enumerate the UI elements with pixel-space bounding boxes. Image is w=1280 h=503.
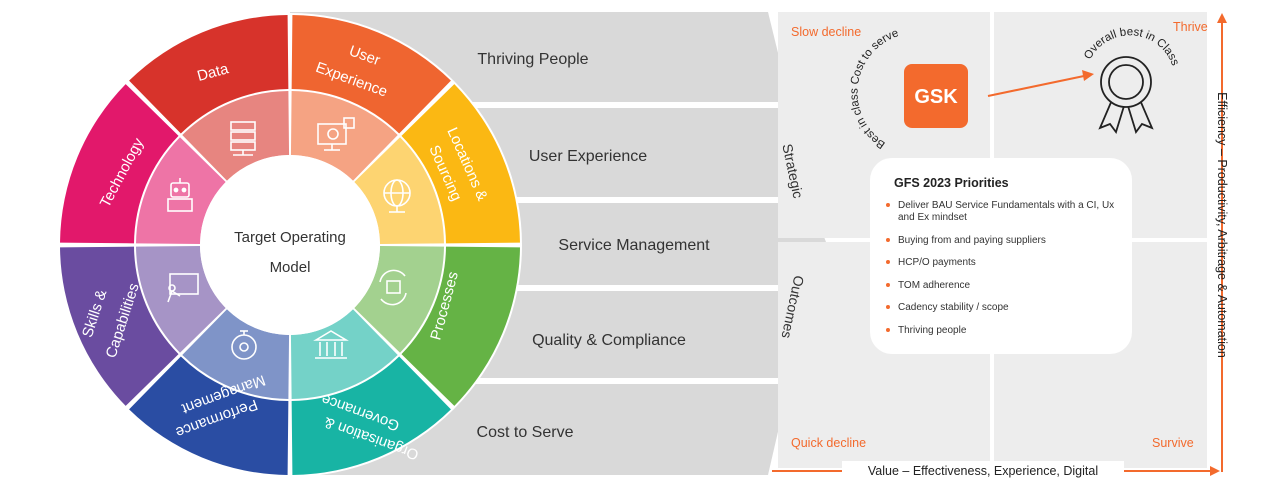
bank-icon — [313, 330, 349, 359]
robot-icon — [167, 178, 193, 212]
priorities-card: GFS 2023 Priorities Deliver BAU Service … — [870, 158, 1132, 354]
gsk-logo — [904, 64, 968, 128]
gsk-to-award-arrowhead — [1082, 70, 1094, 81]
priority-item: Buying from and paying suppliers — [886, 235, 1122, 247]
priority-item: Thriving people — [886, 325, 1122, 337]
inner-segment-processes — [354, 245, 444, 353]
band-label-thriving-people: Thriving People — [477, 51, 588, 68]
globe-icon — [383, 179, 411, 213]
matrix-label-thrive: Thrive — [1173, 20, 1208, 34]
matrix-x-axis-label: Value – Effectiveness, Experience, Digit… — [842, 461, 1124, 481]
inner-segment-locations — [354, 137, 444, 245]
outer-segment-org — [291, 356, 451, 475]
matrix-label-quick-decline: Quick decline — [791, 436, 867, 450]
wheel-center-title-line1: Target Operating — [234, 229, 346, 246]
wheel-inner-ring — [136, 91, 444, 399]
band-label-service-management: Service Management — [558, 237, 710, 254]
band-label-user-experience: User Experience — [529, 148, 647, 165]
stopwatch-icon — [231, 330, 257, 360]
band-label-quality-compliance: Quality & Compliance — [532, 332, 686, 349]
monitor-icon — [317, 117, 355, 151]
outer-segment-locations — [401, 84, 520, 244]
gsk-to-award-arrow — [987, 75, 1085, 97]
matrix-label-survive: Survive — [1152, 436, 1194, 450]
wheel-center — [200, 155, 380, 335]
outer-segment-perf — [129, 356, 289, 475]
outer-segment-processes — [401, 246, 520, 406]
process-cycle-icon — [379, 269, 407, 306]
presentation-board-icon — [167, 273, 199, 303]
inner-segment-data — [182, 91, 290, 181]
server-icon — [230, 121, 256, 156]
priorities-list: Deliver BAU Service Fundamentals with a … — [886, 200, 1122, 347]
inner-segment-perf — [182, 309, 290, 399]
priority-item: Cadency stability / scope — [886, 302, 1122, 314]
wheel-center-title-line2: Model — [270, 259, 311, 276]
gsk-logo-text: GSK — [914, 86, 958, 108]
inner-segment-technology — [136, 137, 226, 245]
priority-item: TOM adherence — [886, 280, 1122, 292]
matrix-x-axis-arrowhead — [1210, 466, 1220, 476]
priorities-title: GFS 2023 Priorities — [894, 176, 1009, 190]
outer-segment-data — [129, 15, 289, 134]
outer-segment-technology — [60, 84, 179, 244]
band-label-cost-to-serve: Cost to Serve — [477, 424, 574, 441]
inner-segment-user-experience — [290, 91, 398, 181]
outer-segment-user-experience — [291, 15, 451, 134]
award-ribbon-icon — [1098, 56, 1154, 134]
outer-segment-skills — [60, 246, 179, 406]
inner-segment-skills — [136, 245, 226, 353]
wheel-outer-ring — [60, 15, 520, 475]
matrix-label-slow-decline: Slow decline — [791, 25, 862, 39]
priority-item: HCP/O payments — [886, 257, 1122, 269]
matrix-y-axis-arrowhead — [1217, 13, 1227, 23]
inner-segment-org — [290, 309, 398, 399]
matrix-y-axis-label-text: Efficiency – Productivity, Arbitrage & A… — [1215, 92, 1229, 358]
priority-item: Deliver BAU Service Fundamentals with a … — [886, 200, 1122, 224]
operating-model-wheel: Target Operating Model Data User Experie… — [58, 13, 522, 477]
